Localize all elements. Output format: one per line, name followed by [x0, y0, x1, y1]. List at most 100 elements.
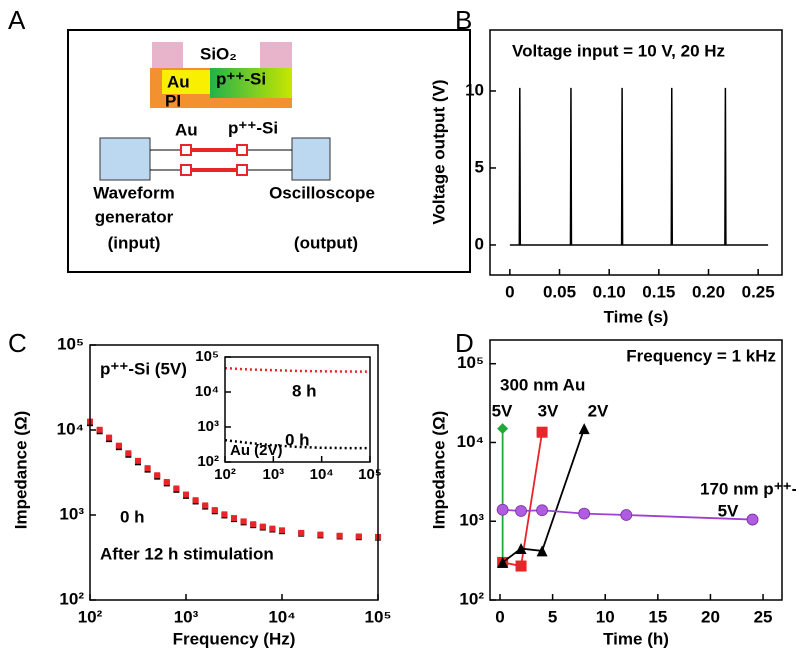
marker: [578, 423, 590, 435]
silicon-layer: [210, 68, 292, 98]
marker: [536, 545, 548, 557]
x-tick-label: 0.05: [543, 282, 576, 301]
silicon-label: p⁺⁺-Si: [216, 69, 266, 88]
x-axis-label: Frequency (Hz): [173, 629, 296, 648]
y-tick-label: 0: [475, 234, 484, 253]
marker: [144, 465, 151, 472]
series-label: 3V: [538, 401, 559, 420]
x-tick-label: 10²: [214, 466, 236, 483]
panel-label: A: [8, 5, 26, 35]
y-axis-label: Impedance (Ω): [429, 411, 448, 530]
marker: [202, 502, 209, 509]
source-label: Waveform: [93, 183, 175, 202]
y-tick-label: 10³: [197, 418, 219, 435]
x-axis-label: Time (h): [603, 629, 669, 648]
oxide-pad: [152, 42, 183, 70]
marker: [240, 518, 247, 525]
x-tick-label: 10³: [174, 607, 199, 626]
annotation: 170 nm p⁺⁺-Si: [700, 479, 796, 498]
x-tick-label: 10³: [262, 466, 284, 483]
x-tick-label: 0.20: [692, 282, 725, 301]
metal-layer: [162, 70, 210, 94]
marker: [298, 529, 305, 536]
marker: [163, 479, 170, 486]
marker: [250, 521, 257, 528]
substrate-label: PI: [165, 91, 181, 110]
y-axis-label: Voltage output (V): [429, 79, 448, 224]
marker: [497, 423, 509, 435]
y-tick-label: 10⁵: [195, 348, 219, 365]
x-tick-label: 10⁵: [365, 607, 392, 626]
x-tick-label: 0.25: [742, 282, 775, 301]
x-tick-label: 0: [505, 282, 514, 301]
x-axis-label: Time (s): [604, 307, 669, 326]
marker: [269, 525, 276, 532]
x-tick-label: 15: [648, 607, 667, 626]
inset-background: [225, 357, 370, 462]
marker: [279, 527, 285, 534]
marker: [536, 426, 548, 438]
series-label: After 12 h stimulation: [100, 544, 274, 563]
y-tick-label: 10⁴: [57, 419, 84, 438]
x-tick-label: 0.15: [642, 282, 675, 301]
marker: [620, 509, 633, 521]
marker: [578, 507, 591, 520]
panel-label: C: [8, 328, 27, 358]
marker: [515, 560, 527, 572]
marker: [183, 491, 189, 498]
x-tick-label: 10: [596, 607, 615, 626]
panel-label: D: [455, 328, 474, 358]
series-label: 8 h: [292, 381, 317, 400]
y-tick-label: 10⁵: [57, 334, 84, 353]
x-tick-label: 10⁴: [268, 607, 295, 626]
pad: [180, 164, 192, 176]
annotation: Voltage input = 10 V, 20 Hz: [512, 41, 725, 60]
y-tick-label: 10⁵: [457, 353, 484, 372]
panel-label: B: [455, 5, 472, 35]
marker: [173, 485, 180, 492]
x-tick-label: 0: [495, 607, 504, 626]
marker: [536, 504, 548, 517]
series-line: [509, 87, 769, 246]
annotation: Au (2V): [230, 442, 283, 459]
oscilloscope-box: [291, 137, 331, 181]
series-line: [224, 366, 371, 373]
plot-frame: [224, 356, 371, 463]
marker: [496, 503, 509, 516]
series-label: 0 h: [120, 507, 145, 526]
source-label: (input): [108, 233, 161, 252]
marker: [211, 507, 218, 514]
y-tick-label: 10³: [59, 504, 84, 523]
oxide-pad: [260, 42, 292, 70]
marker: [746, 513, 759, 526]
x-tick-label: 25: [754, 607, 773, 626]
marker: [497, 556, 509, 568]
marker: [515, 505, 527, 517]
marker: [125, 450, 132, 457]
series-label: 5V: [492, 401, 513, 420]
plot-frame: [489, 339, 783, 601]
y-tick-label: 10²: [59, 589, 84, 608]
oxide-label: SiO₂: [200, 44, 237, 63]
marker: [230, 515, 237, 522]
series-line: [502, 428, 586, 564]
marker: [259, 523, 266, 530]
y-tick-label: 10²: [459, 589, 484, 608]
meter-label: (output): [294, 233, 358, 252]
source-label: generator: [95, 207, 174, 226]
marker: [355, 533, 362, 540]
x-tick-label: 5: [548, 607, 557, 626]
marker: [96, 426, 103, 433]
pad: [236, 164, 248, 176]
annotation: p⁺⁺-Si (5V): [100, 359, 187, 378]
marker: [336, 532, 343, 539]
x-tick-label: 10⁵: [358, 466, 382, 483]
diagram-frame: [67, 29, 471, 273]
y-tick-label: 10³: [459, 511, 484, 530]
pad: [236, 144, 248, 156]
x-tick-label: 0.10: [593, 282, 626, 301]
y-tick-label: 10⁴: [195, 383, 219, 400]
silicon-label: p⁺⁺-Si: [228, 118, 278, 137]
y-tick-label: 5: [475, 157, 484, 176]
